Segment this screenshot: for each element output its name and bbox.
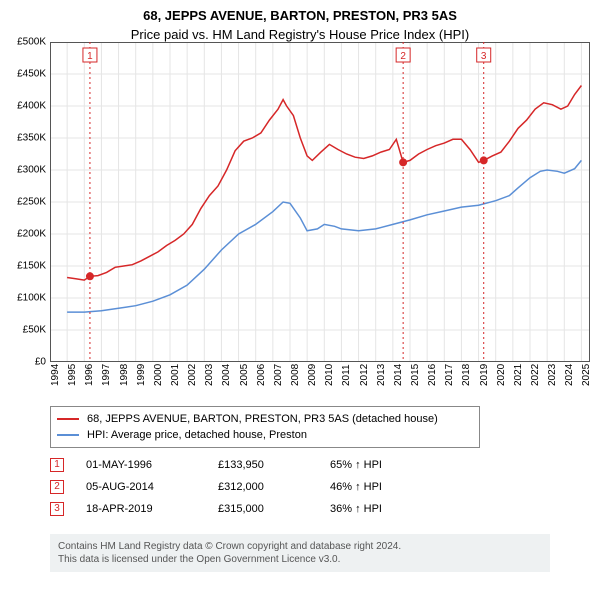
- x-tick-label: 1994: [50, 364, 61, 386]
- x-tick-label: 2002: [187, 364, 198, 386]
- chart-title-subtitle: Price paid vs. HM Land Registry's House …: [0, 27, 600, 42]
- sale-event-badge: 1: [50, 458, 64, 472]
- x-tick-label: 1997: [101, 364, 112, 386]
- x-tick-label: 2014: [393, 364, 404, 386]
- sale-marker-dot: [399, 158, 407, 166]
- y-tick-label: £0: [35, 357, 46, 368]
- y-tick-label: £400K: [17, 101, 46, 112]
- sale-event-price: £315,000: [218, 498, 308, 520]
- sale-event-pct: 36% ↑ HPI: [330, 498, 382, 520]
- footer-line-1: Contains HM Land Registry data © Crown c…: [58, 540, 542, 553]
- x-tick-label: 2001: [170, 364, 181, 386]
- y-tick-label: £300K: [17, 165, 46, 176]
- sale-event-price: £133,950: [218, 454, 308, 476]
- sale-marker-badge: 3: [477, 48, 491, 62]
- x-tick-label: 1998: [119, 364, 130, 386]
- y-tick-label: £200K: [17, 229, 46, 240]
- x-tick-label: 2000: [153, 364, 164, 386]
- x-tick-label: 2012: [359, 364, 370, 386]
- x-tick-label: 1999: [136, 364, 147, 386]
- x-tick-label: 2023: [547, 364, 558, 386]
- x-tick-label: 2024: [564, 364, 575, 386]
- sale-event-row: 3 18-APR-2019 £315,000 36% ↑ HPI: [50, 498, 382, 520]
- y-tick-label: £50K: [23, 325, 46, 336]
- attribution-footer: Contains HM Land Registry data © Crown c…: [50, 534, 550, 572]
- legend-row: 68, JEPPS AVENUE, BARTON, PRESTON, PR3 5…: [57, 411, 473, 427]
- y-tick-label: £250K: [17, 197, 46, 208]
- sale-marker-badge: 1: [83, 48, 97, 62]
- svg-text:2: 2: [400, 51, 406, 62]
- x-tick-label: 2008: [290, 364, 301, 386]
- x-tick-label: 2004: [221, 364, 232, 386]
- chart-svg: 1 2 3: [50, 42, 590, 362]
- sale-marker-badge: 2: [396, 48, 410, 62]
- legend-swatch: [57, 418, 79, 420]
- chart-area: £0 £50K £100K £150K £200K £250K £300K £350K £400…: [0, 42, 600, 400]
- x-tick-label: 2016: [427, 364, 438, 386]
- x-tick-label: 2019: [479, 364, 490, 386]
- chart-titles: 68, JEPPS AVENUE, BARTON, PRESTON, PR3 5…: [0, 0, 600, 42]
- footer-line-2: This data is licensed under the Open Gov…: [58, 553, 542, 566]
- sale-event-badge: 3: [50, 502, 64, 516]
- x-tick-label: 1996: [84, 364, 95, 386]
- y-tick-label: £150K: [17, 261, 46, 272]
- sale-event-date: 18-APR-2019: [86, 498, 196, 520]
- legend-text: 68, JEPPS AVENUE, BARTON, PRESTON, PR3 5…: [87, 411, 438, 427]
- sale-marker-dot: [86, 272, 94, 280]
- chart-title-address: 68, JEPPS AVENUE, BARTON, PRESTON, PR3 5…: [0, 8, 600, 23]
- sale-event-row: 1 01-MAY-1996 £133,950 65% ↑ HPI: [50, 454, 382, 476]
- sale-marker-dot: [480, 156, 488, 164]
- x-tick-label: 2003: [204, 364, 215, 386]
- y-tick-label: £350K: [17, 133, 46, 144]
- x-tick-label: 2009: [307, 364, 318, 386]
- sale-event-pct: 46% ↑ HPI: [330, 476, 382, 498]
- y-axis-labels: £0£50K£100K£150K£200K£250K£300K£350K£400…: [0, 42, 50, 362]
- y-tick-label: £100K: [17, 293, 46, 304]
- x-tick-label: 2006: [256, 364, 267, 386]
- x-tick-label: 2005: [239, 364, 250, 386]
- chart-plot: 1 2 3: [50, 42, 590, 362]
- sale-events-table: 1 01-MAY-1996 £133,950 65% ↑ HPI 2 05-AUG-201…: [50, 454, 382, 520]
- svg-text:1: 1: [87, 51, 93, 62]
- x-tick-label: 2021: [513, 364, 524, 386]
- x-tick-label: 2022: [530, 364, 541, 386]
- x-tick-label: 2010: [324, 364, 335, 386]
- x-tick-label: 2015: [410, 364, 421, 386]
- y-tick-label: £450K: [17, 69, 46, 80]
- svg-text:3: 3: [481, 51, 487, 62]
- x-tick-label: 2017: [444, 364, 455, 386]
- x-tick-label: 2013: [376, 364, 387, 386]
- sale-event-date: 05-AUG-2014: [86, 476, 196, 498]
- x-tick-label: 1995: [67, 364, 78, 386]
- sale-event-badge: 2: [50, 480, 64, 494]
- sale-event-pct: 65% ↑ HPI: [330, 454, 382, 476]
- x-tick-label: 2025: [581, 364, 592, 386]
- x-tick-label: 2011: [341, 364, 352, 386]
- x-axis-labels: 1994 1995 1996 1997 1998 1999 2000 2001 2002 2003…: [50, 362, 590, 400]
- x-tick-label: 2020: [496, 364, 507, 386]
- sale-event-price: £312,000: [218, 476, 308, 498]
- y-tick-label: £500K: [17, 37, 46, 48]
- legend-row: HPI: Average price, detached house, Pres…: [57, 427, 473, 443]
- x-tick-label: 2007: [273, 364, 284, 386]
- legend-text: HPI: Average price, detached house, Pres…: [87, 427, 307, 443]
- x-tick-label: 2018: [461, 364, 472, 386]
- legend: 68, JEPPS AVENUE, BARTON, PRESTON, PR3 5…: [50, 406, 480, 448]
- sale-event-date: 01-MAY-1996: [86, 454, 196, 476]
- sale-event-row: 2 05-AUG-2014 £312,000 46% ↑ HPI: [50, 476, 382, 498]
- legend-swatch: [57, 434, 79, 436]
